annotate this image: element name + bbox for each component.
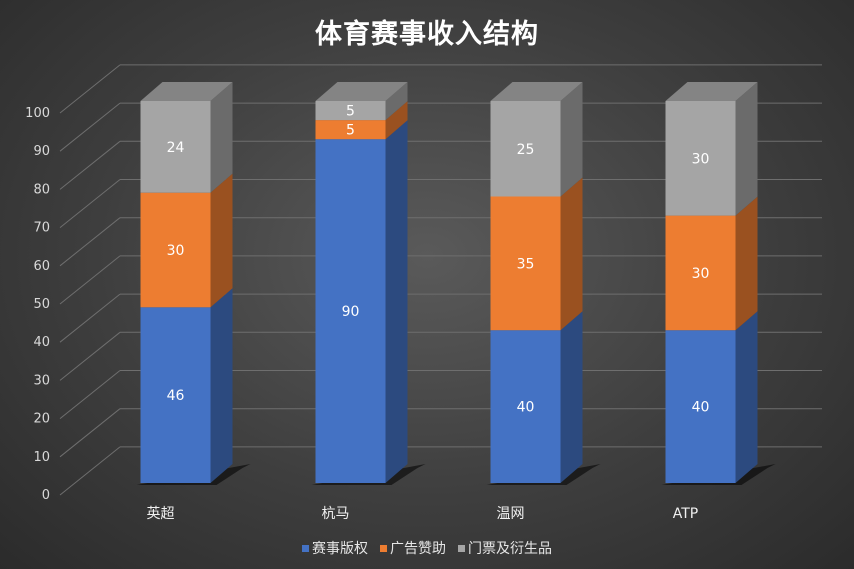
legend-swatch <box>380 544 387 552</box>
bar-side-face <box>735 82 758 216</box>
bar-segment <box>665 215 736 331</box>
gridline-diagonal <box>59 217 121 267</box>
x-tick-label: 温网 <box>497 506 525 522</box>
gridline-diagonal <box>59 331 121 381</box>
legend-swatch <box>458 544 465 552</box>
y-tick-label: 10 <box>33 450 50 465</box>
legend-label: 门票及衍生品 <box>468 541 552 557</box>
x-tick-label: 英超 <box>147 505 175 522</box>
bar-side-face <box>385 82 408 121</box>
data-label: 40 <box>692 400 710 416</box>
chart-legend: 赛事版权 广告赞助 门票及衍生品 <box>0 538 854 558</box>
gridline-diagonal <box>59 179 121 228</box>
legend-label: 广告赞助 <box>390 541 446 557</box>
y-tick-label: 40 <box>33 335 50 350</box>
data-label: 30 <box>167 243 185 259</box>
bar-side-face <box>210 82 233 193</box>
gridline-diagonal <box>59 370 121 419</box>
legend-item: 广告赞助 <box>380 538 446 558</box>
bar-top-face <box>315 82 408 101</box>
data-label: 40 <box>517 400 535 416</box>
bar-side-face <box>210 173 233 308</box>
data-label: 35 <box>517 256 535 272</box>
gridline-diagonal <box>59 102 121 152</box>
data-label: 25 <box>517 142 535 158</box>
gridline-diagonal <box>59 140 121 190</box>
bar-segment <box>490 101 561 197</box>
data-label: 30 <box>692 266 710 282</box>
legend-item: 赛事版权 <box>302 538 368 558</box>
bar-segment <box>665 101 736 216</box>
gridline-diagonal <box>59 64 121 114</box>
chart-title: 体育赛事收入结构 <box>315 19 539 50</box>
y-tick-label: 90 <box>33 144 50 159</box>
bar-side-face <box>385 101 408 140</box>
y-tick-label: 80 <box>33 182 50 197</box>
y-tick-label: 60 <box>33 259 50 274</box>
bar-segment <box>140 192 211 308</box>
data-label: 90 <box>342 304 360 320</box>
legend-label: 赛事版权 <box>312 541 368 557</box>
gridline-diagonal <box>59 446 121 496</box>
bar-segment <box>315 139 386 483</box>
legend-swatch <box>302 544 309 552</box>
bar-segment <box>315 101 386 121</box>
y-tick-label: 30 <box>33 373 50 388</box>
bar-top-face <box>140 82 233 101</box>
y-tick-label: 50 <box>33 297 50 312</box>
gridline-diagonal <box>59 293 121 343</box>
bar-side-face <box>735 311 758 483</box>
y-tick-label: 0 <box>42 488 50 503</box>
legend-item: 门票及衍生品 <box>458 538 552 558</box>
bar-segment <box>140 101 211 193</box>
bar-segment <box>490 196 561 331</box>
bar-segment <box>490 330 561 483</box>
x-tick-label: ATP <box>673 506 698 522</box>
data-label: 24 <box>167 140 185 156</box>
bar-segment <box>665 330 736 483</box>
gridline-diagonal <box>59 408 121 458</box>
x-tick-label: 杭马 <box>322 506 350 522</box>
bar-segment <box>315 120 386 140</box>
bar-side-face <box>735 196 758 331</box>
y-tick-label: 20 <box>33 412 50 427</box>
y-tick-label: 70 <box>33 221 50 236</box>
bar-segment <box>140 307 211 483</box>
bar-top-face <box>665 82 758 101</box>
gridline-diagonal <box>59 255 121 305</box>
bar-side-face <box>385 120 408 483</box>
bar-side-face <box>560 177 583 331</box>
bar-side-face <box>210 288 233 483</box>
data-label: 46 <box>167 388 185 404</box>
data-label: 30 <box>692 151 710 167</box>
data-label: 5 <box>346 123 355 139</box>
bar-side-face <box>560 82 583 197</box>
y-tick-label: 100 <box>25 106 50 121</box>
bar-top-face <box>490 82 583 101</box>
data-label: 5 <box>346 104 355 120</box>
bar-side-face <box>560 311 583 483</box>
